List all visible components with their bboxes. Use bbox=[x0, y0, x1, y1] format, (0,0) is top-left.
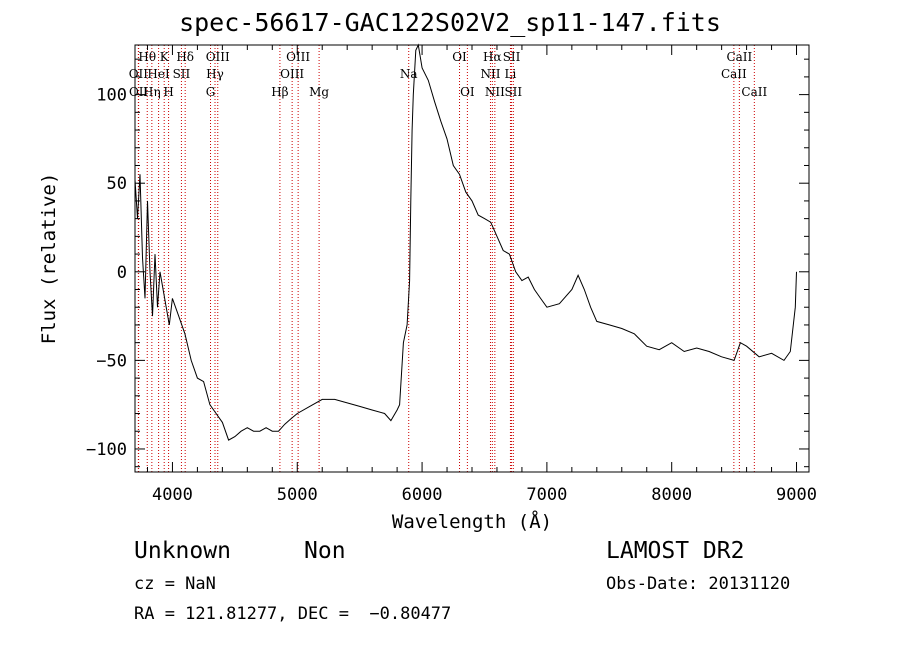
line-annotation: CaII bbox=[726, 50, 752, 64]
line-annotation: CaII bbox=[741, 85, 767, 99]
line-annotation: SII bbox=[504, 85, 522, 99]
line-annotation: NII bbox=[480, 67, 500, 81]
line-annotation: OIII bbox=[206, 50, 230, 64]
line-annotation: Hθ bbox=[138, 50, 156, 64]
line-annotation: OI bbox=[452, 50, 467, 64]
x-axis-label: Wavelength (Å) bbox=[392, 510, 552, 533]
line-annotation: OII bbox=[129, 85, 149, 99]
y-tick-label: −100 bbox=[86, 440, 127, 460]
redshift-value: cz = NaN bbox=[134, 574, 216, 594]
y-axis-label: Flux (relative) bbox=[38, 173, 60, 345]
y-tick-label: −50 bbox=[96, 351, 127, 371]
line-annotation: HeI bbox=[147, 67, 170, 81]
line-markers bbox=[137, 45, 755, 472]
y-tick-label: 50 bbox=[107, 174, 127, 194]
x-tick-label: 9000 bbox=[776, 485, 817, 505]
line-annotation: NII bbox=[485, 85, 505, 99]
line-annotation: Hα bbox=[483, 50, 502, 64]
line-annotation: SII bbox=[503, 50, 521, 64]
object-class: Unknown bbox=[134, 538, 231, 564]
obs-date: Obs-Date: 20131120 bbox=[606, 574, 791, 594]
line-annotation: Hδ bbox=[176, 50, 194, 64]
y-tick-label: 100 bbox=[96, 86, 127, 106]
spectrum-line bbox=[134, 43, 797, 441]
x-tick-label: 4000 bbox=[152, 485, 193, 505]
line-annotation: OIII bbox=[280, 67, 304, 81]
line-annotation: G bbox=[206, 85, 216, 99]
line-annotation: Na bbox=[400, 67, 418, 81]
line-annotation: K bbox=[160, 50, 170, 64]
axis-ticks: 4000 5000 6000 7000 8000 9000 −100 −50 0 50 100 bbox=[86, 45, 817, 505]
line-annotation: OII bbox=[129, 67, 149, 81]
object-subclass: Non bbox=[304, 538, 346, 564]
survey-name: LAMOST DR2 bbox=[606, 538, 745, 564]
line-annotation: SII bbox=[173, 67, 191, 81]
plot-frame bbox=[134, 44, 810, 473]
line-annotation: Mg bbox=[309, 85, 329, 99]
chart-title: spec-56617-GAC122S02V2_sp11-147.fits bbox=[179, 8, 721, 37]
line-annotation: H bbox=[163, 85, 173, 99]
line-annotation: OI bbox=[460, 85, 475, 99]
line-annotation: Hβ bbox=[271, 85, 288, 99]
series-layer bbox=[134, 43, 797, 441]
x-tick-label: 6000 bbox=[402, 485, 443, 505]
line-annotation: OIII bbox=[286, 50, 310, 64]
x-tick-label: 5000 bbox=[277, 485, 318, 505]
coordinates: RA = 121.81277, DEC = −0.80477 bbox=[134, 604, 452, 624]
line-annotation: Hγ bbox=[206, 67, 224, 81]
line-annotation: Li bbox=[505, 67, 517, 81]
line-annotation: Hη bbox=[143, 85, 161, 99]
line-annotation: CaII bbox=[721, 67, 747, 81]
y-tick-label: 0 bbox=[117, 263, 127, 283]
x-tick-label: 7000 bbox=[526, 485, 567, 505]
x-tick-label: 8000 bbox=[651, 485, 692, 505]
